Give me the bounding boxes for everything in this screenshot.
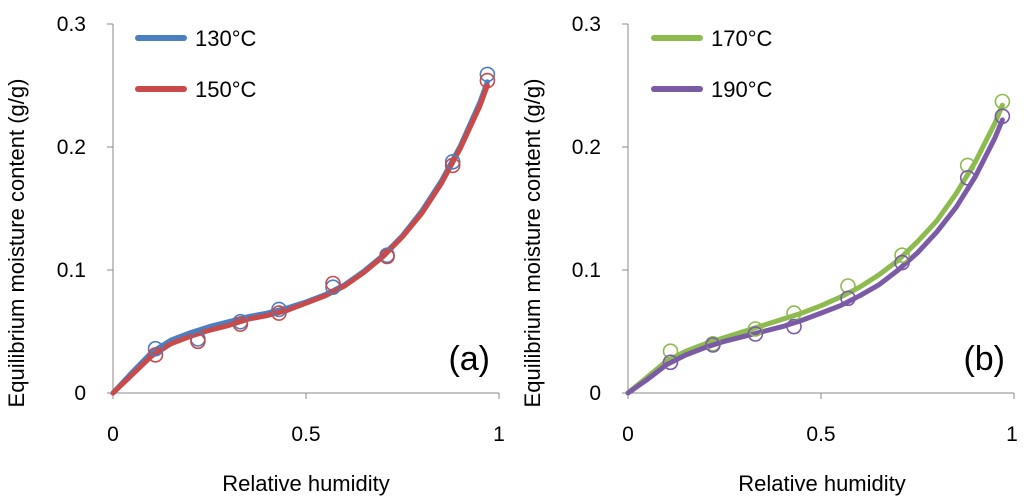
panel-a: Equilibrium moisture content (g/g) Relat… — [4, 13, 505, 496]
data-point-b-1-4 — [840, 290, 856, 307]
y-tick-label-b-2: 0.2 — [572, 136, 601, 159]
data-point-a-1-3 — [271, 305, 287, 321]
y-axis-label-b: Equilibrium moisture content (g/g) — [520, 79, 545, 408]
data-point-a-0-7 — [479, 66, 496, 83]
panel-b: Equilibrium moisture content (g/g) Relat… — [520, 13, 1018, 496]
data-point-b-0-5 — [894, 247, 910, 263]
y-axis-label-a: Equilibrium moisture content (g/g) — [4, 79, 29, 408]
series-line-b-0 — [625, 102, 1005, 396]
data-point-b-0-0 — [662, 343, 679, 360]
data-point-a-1-0 — [147, 347, 164, 363]
plot-area-b — [625, 93, 1011, 396]
data-point-b-1-0 — [662, 354, 679, 371]
data-point-a-1-6 — [444, 157, 461, 174]
data-point-a-0-3 — [271, 301, 287, 318]
legend-label-a-1: 150°C — [195, 77, 257, 102]
series-line-b-1 — [625, 117, 1005, 396]
x-axis-label-b: Relative humidity — [738, 471, 906, 496]
y-tick-label-a-1: 0.1 — [57, 259, 86, 282]
data-point-a-0-4 — [325, 279, 341, 296]
data-point-b-1-7 — [994, 108, 1011, 125]
y-tick-label-a-0: 0 — [74, 382, 86, 405]
data-point-b-0-2 — [747, 321, 764, 337]
y-tick-label-b-1: 0.1 — [572, 259, 601, 282]
data-point-b-1-6 — [959, 170, 976, 186]
x-axis-label-a: Relative humidity — [222, 471, 390, 496]
data-point-a-1-4 — [325, 275, 341, 292]
data-point-b-1-5 — [894, 254, 910, 271]
data-point-a-0-6 — [444, 154, 461, 170]
x-tick-label-b-1: 0.5 — [806, 423, 835, 446]
data-point-a-0-0 — [147, 340, 164, 357]
data-point-b-1-3 — [786, 318, 802, 335]
legend-label-b-1: 190°C — [711, 77, 773, 102]
x-tick-label-b-2: 1 — [1006, 423, 1018, 446]
data-point-a-1-7 — [479, 72, 496, 89]
x-tick-label-a-1: 0.5 — [291, 423, 320, 446]
data-point-b-0-7 — [994, 93, 1011, 110]
data-point-a-1-2 — [232, 316, 249, 332]
y-tick-label-b-3: 0.3 — [572, 13, 601, 36]
legend-label-a-0: 130°C — [195, 26, 257, 51]
x-tick-label-a-2: 1 — [493, 423, 505, 446]
data-point-a-1-1 — [190, 333, 206, 350]
x-tick-label-a-0: 0 — [107, 423, 119, 446]
y-tick-label-a-3: 0.3 — [57, 13, 86, 36]
data-point-b-1-2 — [747, 326, 764, 342]
plot-area-a — [110, 66, 496, 396]
data-point-b-0-4 — [840, 278, 856, 294]
data-point-b-1-1 — [705, 337, 721, 353]
data-point-a-1-5 — [379, 248, 395, 265]
data-point-b-0-6 — [959, 157, 976, 174]
y-tick-label-a-2: 0.2 — [57, 136, 86, 159]
series-line-a-1 — [110, 83, 490, 396]
x-tick-label-b-0: 0 — [622, 423, 634, 446]
panel-label-a: (a) — [448, 340, 490, 378]
legend-label-b-0: 170°C — [711, 26, 773, 51]
panel-label-b: (b) — [963, 340, 1005, 378]
y-tick-label-b-0: 0 — [589, 382, 601, 405]
